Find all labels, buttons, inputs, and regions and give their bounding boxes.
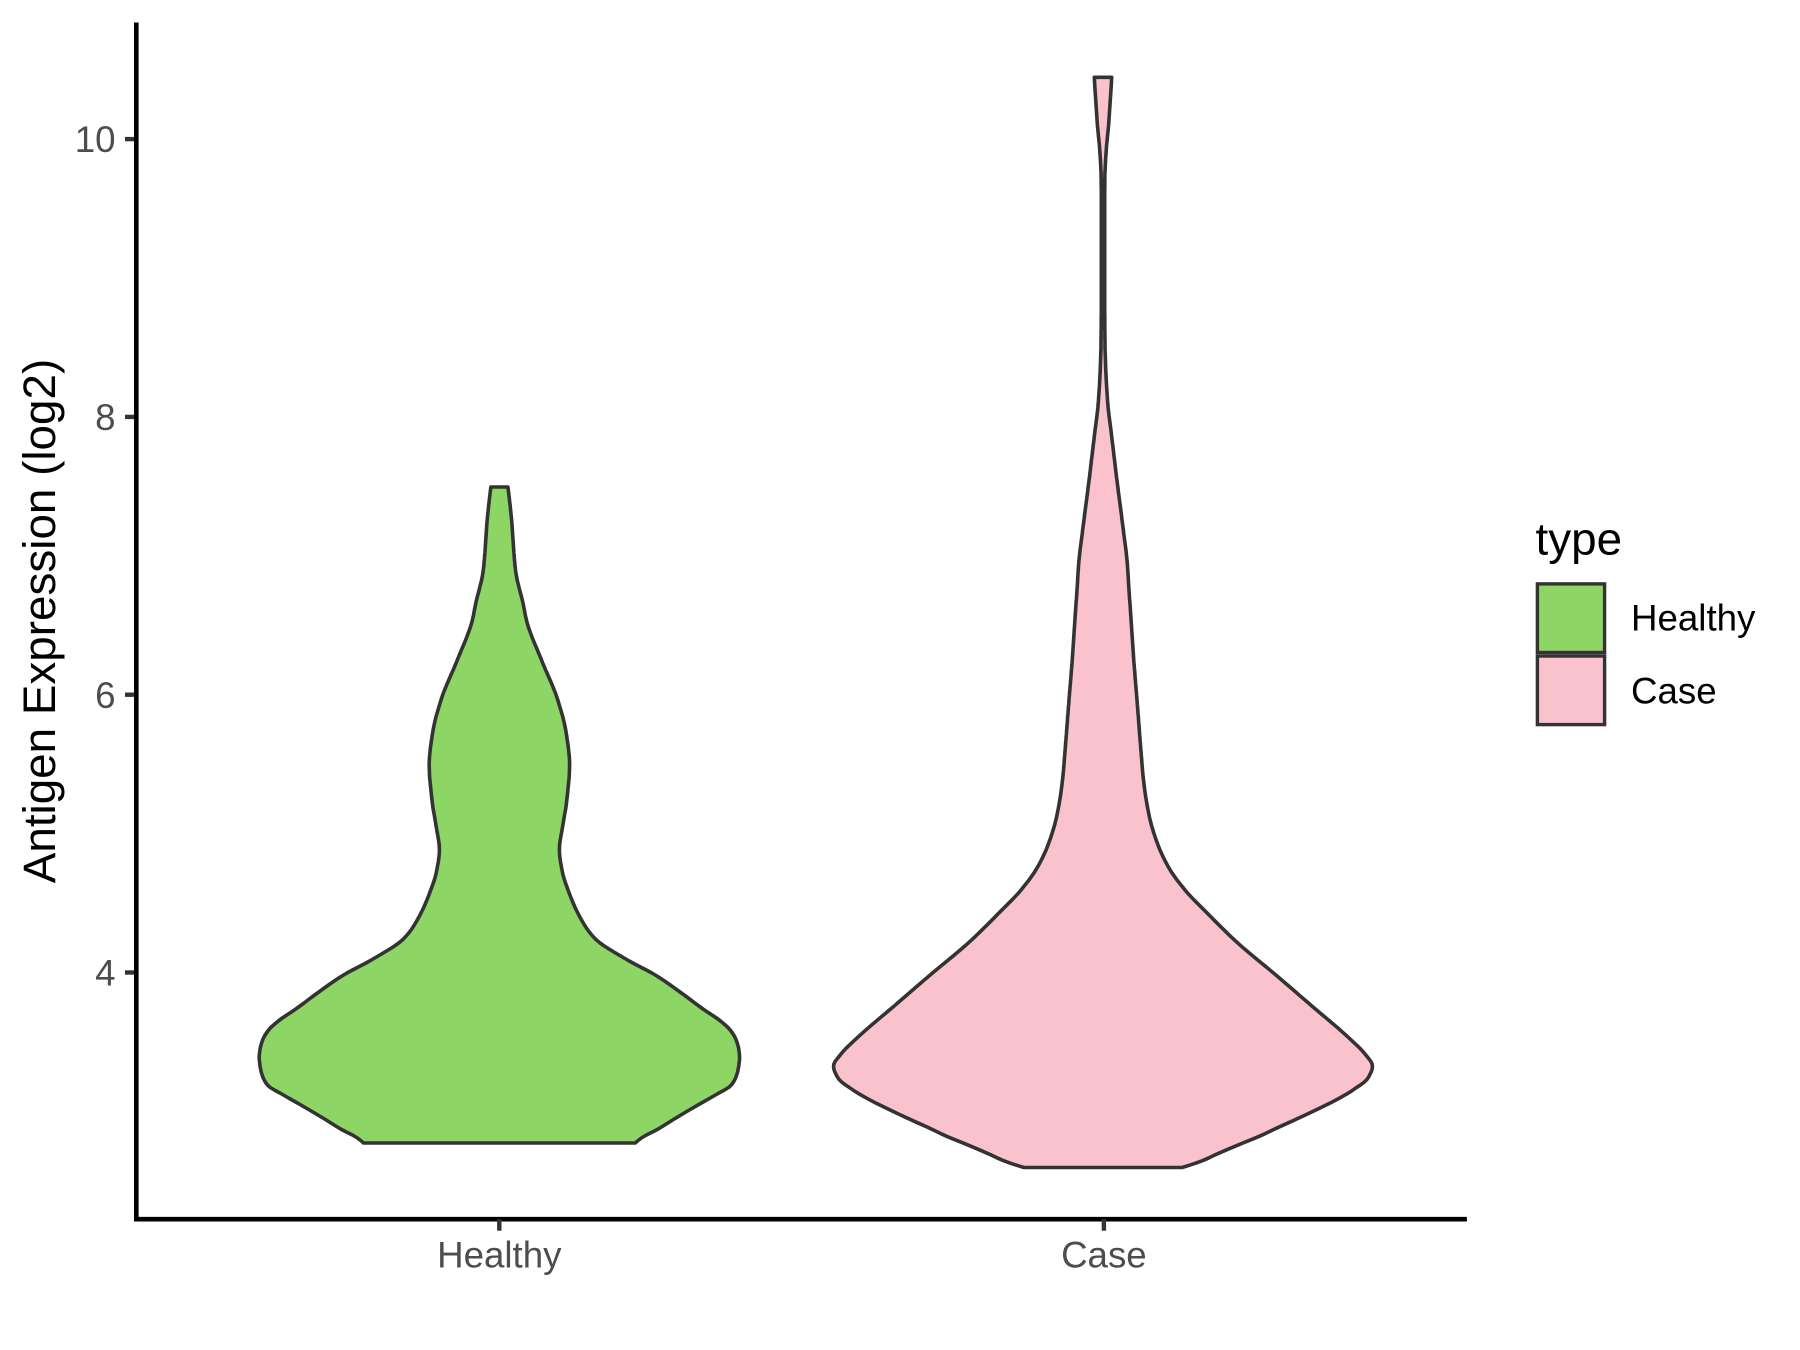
svg-text:Antigen Expression (log2): Antigen Expression (log2) bbox=[14, 359, 65, 883]
svg-text:type: type bbox=[1536, 514, 1623, 565]
svg-text:4: 4 bbox=[95, 953, 115, 994]
svg-text:6: 6 bbox=[95, 675, 115, 716]
svg-text:Case: Case bbox=[1061, 1235, 1147, 1276]
svg-text:Healthy: Healthy bbox=[437, 1235, 562, 1276]
svg-text:8: 8 bbox=[95, 397, 115, 438]
svg-text:10: 10 bbox=[75, 119, 116, 160]
svg-text:Case: Case bbox=[1631, 671, 1717, 712]
svg-text:Healthy: Healthy bbox=[1631, 598, 1756, 639]
